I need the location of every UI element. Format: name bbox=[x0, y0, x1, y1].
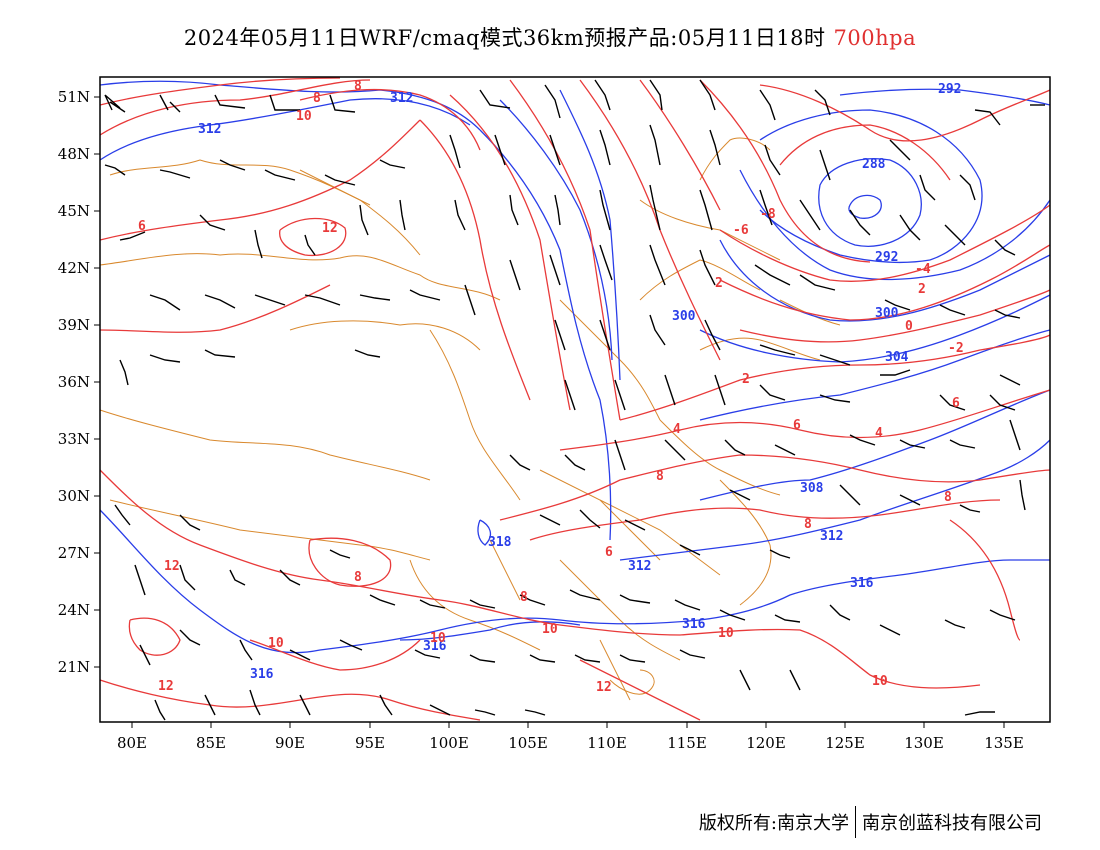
map-title: 2024年05月11日WRF/cmaq模式36km预报产品:05月11日18时 7… bbox=[0, 22, 1100, 52]
lon-label: 125E bbox=[825, 734, 865, 752]
height-label: 316 bbox=[850, 576, 874, 591]
lon-label: 135E bbox=[984, 734, 1024, 752]
temperature-label: 6 bbox=[138, 219, 146, 234]
height-label: 292 bbox=[938, 82, 961, 97]
height-label: 288 bbox=[862, 157, 886, 172]
temperature-label: 10 bbox=[268, 636, 284, 651]
lon-label: 90E bbox=[275, 734, 305, 752]
latitude-labels: 51N 48N 45N 42N 39N 36N 33N 30N 27N 24N … bbox=[58, 88, 90, 676]
temperature-label: 2 bbox=[715, 276, 723, 291]
lat-label: 30N bbox=[58, 487, 90, 505]
temperature-contour-labels: 8 8 10 12 -6 -8 6 -4 2 0 -2 2 2 4 6 4 6 … bbox=[138, 79, 964, 695]
lat-label: 36N bbox=[58, 373, 90, 391]
lat-label: 51N bbox=[58, 88, 90, 106]
temperature-label: 8 bbox=[520, 590, 528, 605]
temperature-label: 12 bbox=[164, 559, 180, 574]
lon-label: 110E bbox=[587, 734, 627, 752]
temperature-label: 8 bbox=[354, 79, 362, 94]
height-label: 316 bbox=[423, 639, 447, 654]
lon-label: 115E bbox=[667, 734, 707, 752]
temperature-label: 10 bbox=[430, 631, 446, 646]
height-label: 316 bbox=[250, 667, 274, 682]
title-main: 2024年05月11日WRF/cmaq模式36km预报产品:05月11日18时 bbox=[183, 26, 826, 50]
lat-label: 33N bbox=[58, 430, 90, 448]
temperature-label: 10 bbox=[718, 626, 734, 641]
temperature-label: 0 bbox=[905, 319, 913, 334]
temperature-label: 4 bbox=[673, 422, 681, 437]
map-frame bbox=[99, 76, 1051, 723]
height-label: 292 bbox=[875, 250, 898, 265]
temperature-label: 6 bbox=[605, 545, 613, 560]
height-label: 316 bbox=[682, 617, 706, 632]
temperature-label: -6 bbox=[733, 223, 749, 238]
height-contours bbox=[99, 80, 1051, 654]
height-label: 312 bbox=[390, 91, 413, 106]
temperature-label: 8 bbox=[656, 469, 664, 484]
temperature-label: 12 bbox=[322, 221, 338, 236]
lon-label: 105E bbox=[508, 734, 548, 752]
lon-label: 85E bbox=[196, 734, 226, 752]
lat-label: 39N bbox=[58, 316, 90, 334]
height-contour-labels: 312 312 292 288 292 300 300 304 308 312 … bbox=[198, 82, 961, 682]
lon-label: 95E bbox=[355, 734, 385, 752]
temperature-label: 8 bbox=[354, 570, 362, 585]
height-label: 312 bbox=[820, 529, 843, 544]
height-label: 312 bbox=[628, 559, 651, 574]
temperature-label: 6 bbox=[793, 418, 801, 433]
temperature-label: 10 bbox=[296, 109, 312, 124]
temperature-contours bbox=[99, 77, 1051, 721]
height-label: 308 bbox=[800, 481, 824, 496]
height-label: 312 bbox=[198, 122, 221, 137]
temperature-label: 8 bbox=[313, 91, 321, 106]
lat-label: 42N bbox=[58, 259, 90, 277]
wind-barbs bbox=[104, 79, 1045, 721]
temperature-label: 12 bbox=[158, 679, 174, 694]
temperature-label: 2 bbox=[918, 282, 926, 297]
height-label: 318 bbox=[488, 535, 512, 550]
height-label: 304 bbox=[885, 350, 909, 365]
temperature-label: 8 bbox=[804, 517, 812, 532]
temperature-label: 12 bbox=[596, 680, 612, 695]
lat-label: 45N bbox=[58, 202, 90, 220]
lat-label: 27N bbox=[58, 544, 90, 562]
temperature-label: -8 bbox=[760, 207, 776, 222]
axis-ticks bbox=[94, 96, 1005, 728]
longitude-labels: 80E 85E 90E 95E 100E 105E 110E 115E 120E… bbox=[117, 734, 1024, 752]
lat-label: 48N bbox=[58, 145, 90, 163]
lon-label: 100E bbox=[429, 734, 469, 752]
company-name: 南京创蓝科技有限公司 bbox=[862, 813, 1042, 834]
title-level: 700hpa bbox=[833, 26, 917, 50]
copyright-owner: 版权所有:南京大学 bbox=[698, 813, 849, 834]
temperature-label: 4 bbox=[875, 426, 883, 441]
temperature-label-extra: 10 bbox=[872, 674, 888, 689]
copyright-footer: 版权所有:南京大学 南京创蓝科技有限公司 bbox=[698, 806, 1042, 840]
borders bbox=[99, 137, 841, 701]
height-label: 300 bbox=[672, 309, 696, 324]
temperature-label: -4 bbox=[915, 262, 931, 277]
lat-label: 21N bbox=[58, 658, 90, 676]
lat-label: 24N bbox=[58, 601, 90, 619]
lon-label: 80E bbox=[117, 734, 147, 752]
lon-label: 130E bbox=[904, 734, 944, 752]
temperature-label: -2 bbox=[948, 341, 964, 356]
temperature-label: 6 bbox=[952, 396, 960, 411]
lon-label: 120E bbox=[746, 734, 786, 752]
temperature-label: 10 bbox=[542, 622, 558, 637]
temperature-label: 2 bbox=[742, 372, 750, 387]
height-label: 300 bbox=[875, 306, 899, 321]
temperature-label: 8 bbox=[944, 490, 952, 505]
footer-divider bbox=[855, 806, 856, 838]
